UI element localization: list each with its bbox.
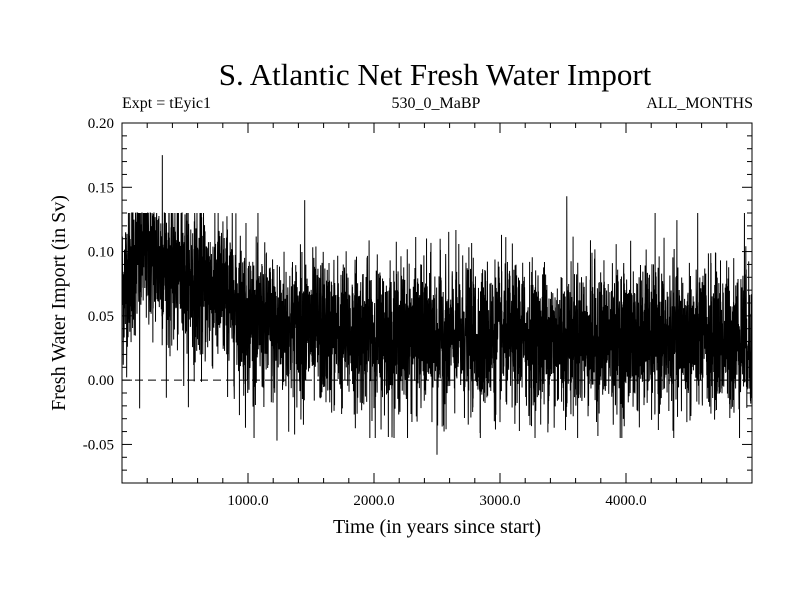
- series-line: [121, 155, 753, 455]
- x-tick-label: 2000.0: [353, 493, 394, 509]
- y-tick-label: 0.20: [88, 116, 114, 132]
- chart-title: S. Atlantic Net Fresh Water Import: [219, 57, 652, 92]
- y-tick-label: -0.05: [83, 437, 114, 453]
- y-tick-label: 0.00: [88, 373, 114, 389]
- period-label: 530_0_MaBP: [392, 95, 481, 112]
- x-tick-label: 3000.0: [479, 493, 520, 509]
- experiment-label: Expt = tEyic1: [122, 95, 211, 112]
- y-tick-label: 0.05: [88, 309, 114, 325]
- y-tick-label: 0.10: [88, 245, 114, 261]
- y-axis-label: Fresh Water Import (in Sv): [48, 195, 70, 411]
- y-tick-label: 0.15: [88, 180, 114, 196]
- x-tick-label: 1000.0: [227, 493, 268, 509]
- months-label: ALL_MONTHS: [646, 95, 753, 112]
- x-axis-label: Time (in years since start): [333, 516, 541, 538]
- x-tick-label: 4000.0: [605, 493, 646, 509]
